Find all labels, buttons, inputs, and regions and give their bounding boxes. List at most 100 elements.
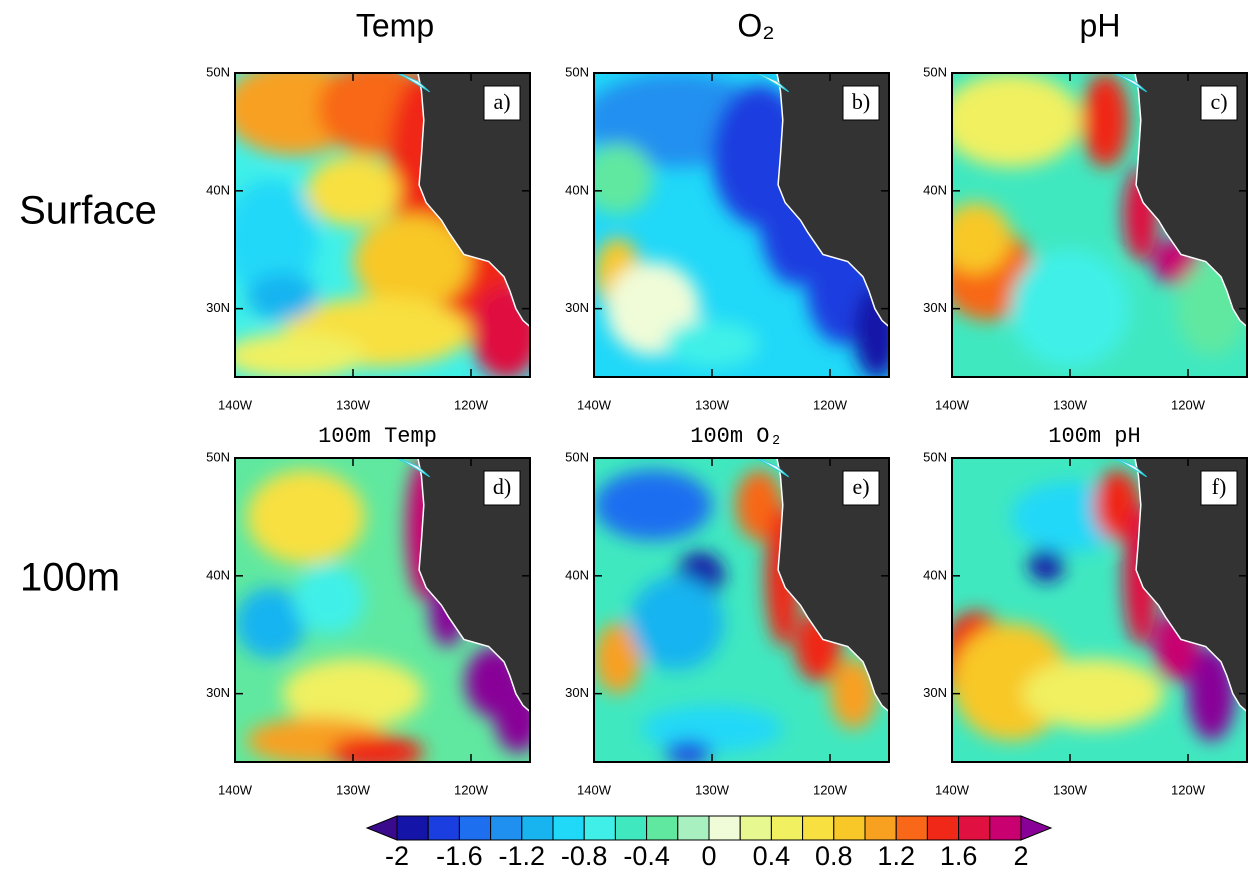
colorbar-box	[989, 815, 1022, 841]
frame	[234, 72, 531, 378]
panel-label: d)	[493, 474, 511, 499]
field-blob	[235, 587, 306, 659]
land	[776, 73, 889, 328]
land	[776, 458, 889, 713]
colorbar-box	[646, 815, 679, 841]
colorbar-box	[833, 815, 866, 841]
frame	[951, 457, 1248, 763]
field-blob	[235, 332, 365, 377]
map-panel	[594, 458, 889, 762]
lon-tick-label: 140W	[935, 397, 970, 412]
colorbar-box	[583, 815, 616, 841]
land	[1134, 73, 1247, 328]
field-blob	[664, 320, 760, 368]
field-blob	[246, 273, 318, 321]
panel-label-box	[483, 85, 521, 121]
lat-tick-label: 50N	[923, 449, 947, 464]
colorbar-box	[427, 815, 460, 841]
panel-label-box	[483, 470, 521, 506]
field	[594, 469, 878, 762]
panel-title: 100m pH	[1048, 424, 1140, 449]
lat-tick-label: 30N	[923, 300, 947, 315]
colorbar-tick-label: -0.4	[623, 841, 670, 871]
field-blob	[294, 564, 365, 635]
field-blob	[471, 285, 530, 377]
panel-label: f)	[1212, 474, 1227, 499]
lon-tick-label: 120W	[454, 397, 489, 412]
panel-label-box	[1200, 470, 1238, 506]
colorbar-box	[802, 815, 835, 841]
lat-tick-label: 30N	[206, 300, 230, 315]
field-blob	[1011, 249, 1129, 368]
panel-label-box	[842, 470, 880, 506]
field-blob	[305, 155, 401, 227]
lat-tick-label: 50N	[206, 64, 230, 79]
field-blob	[641, 705, 783, 753]
field-blob	[353, 214, 471, 309]
panel-title: 100m O₂	[690, 424, 782, 449]
colorbar-tick-label: 1.2	[877, 841, 915, 871]
lat-tick-label: 50N	[206, 449, 230, 464]
lon-tick-label: 140W	[218, 397, 253, 412]
field	[235, 73, 530, 377]
lon-tick-label: 130W	[1053, 782, 1088, 797]
field-blob	[735, 469, 783, 541]
lon-tick-label: 140W	[577, 397, 612, 412]
field-blob	[235, 179, 318, 297]
lat-tick-label: 30N	[565, 685, 589, 700]
field-blob	[594, 143, 653, 215]
lon-tick-label: 120W	[454, 782, 489, 797]
map-panel	[952, 458, 1247, 762]
lat-tick-label: 30N	[923, 685, 947, 700]
lon-tick-label: 130W	[695, 397, 730, 412]
column-title: pH	[1080, 7, 1121, 43]
field-blob	[594, 469, 712, 541]
colorbar-extend-low	[365, 815, 398, 841]
colorbar-tick-label: 0.4	[753, 841, 791, 871]
lon-tick-label: 130W	[695, 782, 730, 797]
lat-tick-label: 50N	[923, 64, 947, 79]
frame	[593, 457, 890, 763]
island	[1112, 73, 1148, 93]
field-blob	[329, 734, 424, 762]
lon-tick-label: 120W	[1171, 397, 1206, 412]
field-blob	[952, 202, 1011, 274]
colorbar-box	[864, 815, 897, 841]
lon-tick-label: 130W	[336, 397, 371, 412]
colorbar-box	[458, 815, 492, 841]
panel-label: e)	[852, 474, 869, 499]
colorbar-box	[396, 815, 429, 841]
colorbar-box	[958, 815, 991, 841]
lat-tick-label: 50N	[565, 64, 589, 79]
lat-tick-label: 40N	[206, 182, 230, 197]
colorbar-tick-label: 0	[701, 841, 716, 871]
field	[952, 73, 1247, 368]
colorbar-box	[926, 815, 960, 841]
colorbar-tick-label: -0.8	[561, 841, 608, 871]
frame	[951, 72, 1248, 378]
lat-tick-label: 30N	[206, 685, 230, 700]
colorbar-box	[521, 815, 554, 841]
row-label: 100m	[20, 556, 120, 600]
map-panel	[594, 73, 889, 377]
colorbar-tick-label: -1.6	[436, 841, 483, 871]
island	[1112, 458, 1148, 478]
island	[395, 458, 431, 478]
field-blob	[830, 658, 878, 730]
panel-title: 100m Temp	[318, 424, 437, 449]
field-blob	[664, 740, 712, 762]
lon-tick-label: 130W	[336, 782, 371, 797]
colorbar-tick-label: 1.6	[940, 841, 978, 871]
lat-tick-label: 30N	[565, 300, 589, 315]
frame	[593, 72, 890, 378]
lat-tick-label: 40N	[565, 567, 589, 582]
land	[417, 458, 530, 713]
island	[395, 73, 431, 93]
lon-tick-label: 130W	[1053, 397, 1088, 412]
row-label: Surface	[19, 189, 157, 233]
lat-tick-label: 40N	[565, 182, 589, 197]
colorbar-box	[614, 815, 648, 841]
field	[952, 469, 1236, 741]
panel-label-box	[842, 85, 880, 121]
colorbar-tick-label: -1.2	[499, 841, 546, 871]
